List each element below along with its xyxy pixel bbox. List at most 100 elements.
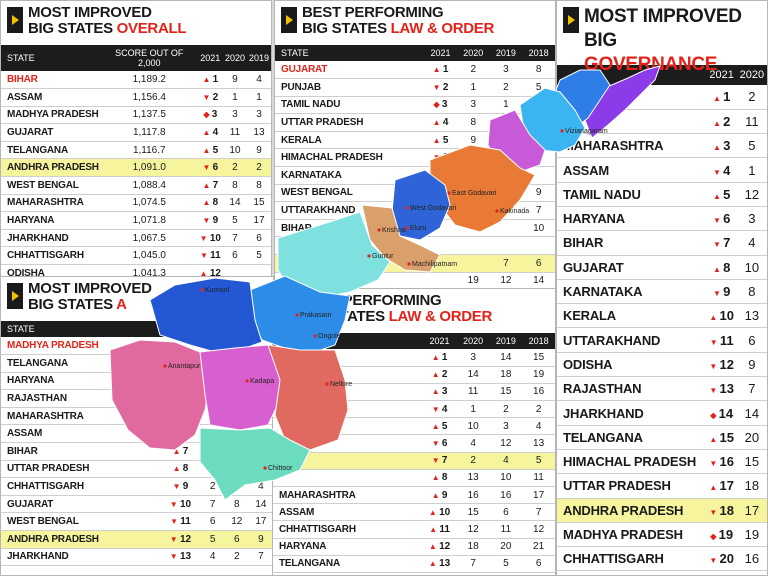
table-row: MAHARASHTRA 1,074.5 ▲ 8 14 15: [1, 194, 271, 213]
value-cell: 4: [246, 71, 271, 90]
down-arrow-icon: ▼: [202, 216, 213, 226]
rank-cell: ▼ 11: [160, 512, 201, 532]
value-cell: 7: [248, 548, 273, 567]
value-cell: 6: [522, 254, 555, 273]
district-krishna: [361, 204, 441, 273]
rank-cell: ◆ 3: [424, 96, 457, 115]
overall-title: MOST IMPROVED BIG STATES OVERALL: [1, 1, 271, 45]
governance-title-line1: MOST IMPROVED BIG: [584, 6, 742, 51]
up-arrow-icon: ▲: [431, 421, 442, 431]
state-name: UTTAR PRADESH: [557, 473, 707, 499]
value-cell: 13: [456, 469, 490, 488]
down-arrow-icon: ▼: [199, 233, 210, 243]
value-cell: [456, 236, 490, 256]
diamond-icon: ◆: [203, 110, 212, 120]
state-name: MAHARASHTRA: [1, 194, 101, 213]
value-cell: 1,117.8: [100, 123, 198, 142]
down-arrow-icon: ▼: [712, 240, 724, 250]
agri-title: MOST IMPROVED BIG STATES A: [1, 277, 273, 321]
value-cell: 17: [522, 486, 555, 505]
value-cell: 6: [222, 246, 247, 266]
rank-cell: ▲ 10: [706, 303, 737, 329]
up-arrow-icon: ▲: [712, 143, 724, 153]
value-cell: 15: [456, 503, 490, 522]
rank-cell: ▼ 6: [706, 206, 737, 232]
state-name: RAJASTHAN: [557, 376, 707, 402]
state-name: ODISHA: [557, 352, 707, 378]
state-name: GUJARAT: [275, 61, 425, 80]
table-row: ▲ 8 13 10 11: [273, 469, 555, 488]
up-arrow-icon: ▲: [431, 490, 442, 500]
value-cell: 4: [489, 452, 523, 470]
up-arrow-icon: ▲: [202, 198, 213, 208]
agri-title-line2: BIG STATES: [28, 296, 113, 313]
down-arrow-icon: ▼: [202, 92, 213, 102]
rank-value: 7: [441, 455, 448, 467]
down-arrow-icon: ▼: [712, 216, 724, 226]
value-cell: 14: [222, 194, 247, 213]
state-name: WEST BENGAL: [1, 512, 161, 532]
value-cell: 4: [736, 230, 767, 256]
value-cell: 5: [200, 530, 225, 549]
value-cell: 3: [246, 106, 271, 125]
column-header: STATE: [275, 45, 425, 61]
rank-cell: ▼ 16: [706, 449, 737, 475]
law-top-title-line1: BEST PERFORMING: [302, 4, 444, 21]
value-cell: 2: [456, 452, 490, 470]
down-arrow-icon: ▼: [709, 507, 720, 517]
state-name: UTTAR PRADESH: [275, 113, 425, 132]
table-row: GUJARAT ▼ 10 7 8 14: [1, 495, 273, 514]
column-header: 2020: [456, 333, 490, 349]
value-cell: 17: [248, 512, 273, 532]
play-icon: [7, 7, 23, 33]
value-cell: 12: [522, 520, 555, 539]
rank-value: 6: [441, 438, 448, 450]
rank-cell: ▼ 18: [706, 498, 737, 523]
column-header: SCORE OUT OF 2,000: [100, 45, 198, 71]
value-cell: 9: [248, 530, 273, 549]
table-row: CHHATTISGARH 1,045.0 ▼ 11 6 5: [1, 246, 271, 266]
district-kurnool: [149, 277, 263, 353]
rank-value: 11: [439, 523, 450, 535]
up-arrow-icon: ▲: [432, 135, 443, 145]
rank-value: 1: [442, 64, 449, 76]
up-arrow-icon: ▲: [172, 446, 183, 456]
value-cell: 7: [522, 201, 555, 220]
rank-value: 3: [211, 109, 218, 121]
rank-cell: ▼ 9: [197, 211, 223, 230]
rank-value: 8: [441, 472, 448, 484]
rank-cell: ▼ 4: [422, 400, 457, 419]
rank-value: 6: [723, 211, 731, 227]
table-row: TAMIL NADU ▲ 5 12: [557, 182, 767, 207]
value-cell: 6: [200, 512, 225, 532]
value-cell: 1,088.4: [100, 176, 198, 195]
value-cell: 3: [736, 206, 767, 232]
rank-cell: ▲ 13: [422, 555, 457, 573]
state-name: BIHAR: [1, 71, 101, 90]
rank-cell: [424, 236, 457, 256]
column-header: 2020: [222, 45, 247, 71]
value-cell: 2: [736, 85, 767, 110]
state-name: TELANGANA: [273, 555, 423, 573]
rank-value: 12: [209, 267, 221, 279]
rank-cell: ▲ 4: [197, 123, 223, 142]
down-arrow-icon: ▼: [709, 337, 720, 347]
value-cell: 6: [246, 229, 271, 248]
state-name: JHARKHAND: [1, 548, 161, 567]
rank-cell: ▲ 8: [706, 255, 737, 280]
state-name: BIHAR: [557, 230, 707, 256]
table-row: ASSAM ▲ 10 15 6 7: [273, 503, 555, 522]
rank-cell: ▲ 3: [422, 383, 457, 402]
value-cell: 3: [489, 417, 523, 436]
rank-cell: ▲ 11: [422, 520, 457, 539]
overall-title-line1: MOST IMPROVED: [28, 4, 152, 21]
value-cell: 3: [456, 96, 490, 115]
value-cell: 10: [522, 219, 555, 238]
value-cell: 7: [200, 495, 225, 514]
column-header: STATE: [1, 45, 101, 71]
value-cell: 20: [736, 425, 767, 450]
value-cell: 18: [456, 538, 490, 556]
up-arrow-icon: ▲: [428, 559, 440, 569]
table-row: HARYANA ▲ 12 18 20 21: [273, 538, 555, 556]
